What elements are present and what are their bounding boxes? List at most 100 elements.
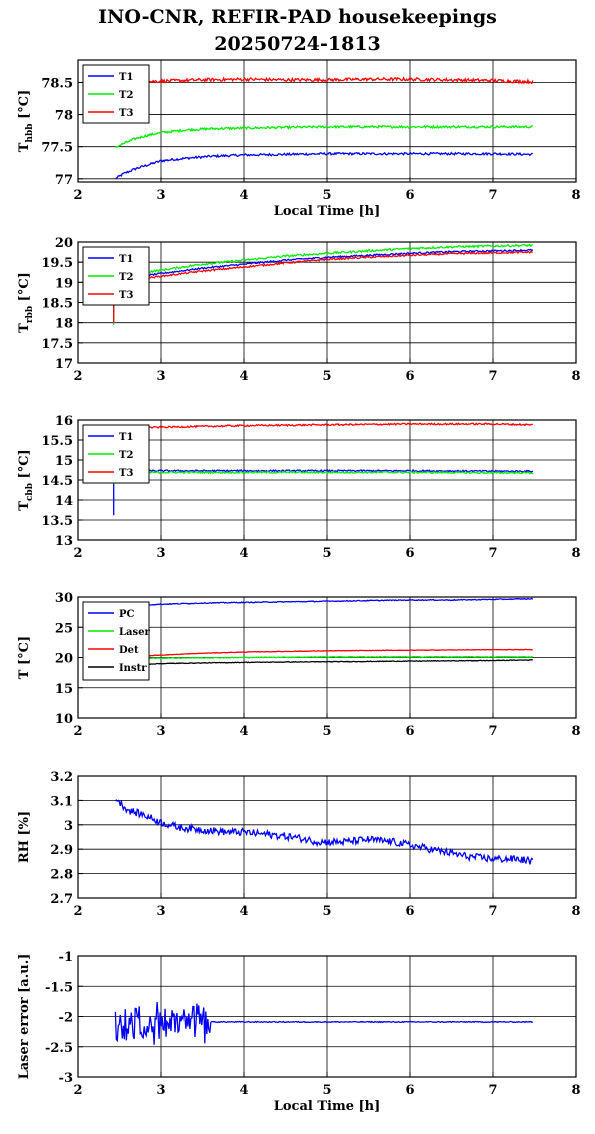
panel-5: 2 3 4 5 6 7 8 2.7 2.8 2.9 3 3.1 3.2 RH [%] bbox=[17, 770, 581, 919]
y-tick-label: 30 bbox=[55, 591, 73, 606]
x-tick-label: 8 bbox=[571, 1083, 580, 1098]
y-tick-label: 2.9 bbox=[50, 843, 73, 858]
series-line-t3 bbox=[115, 422, 533, 430]
legend: PC Laser Det Instr bbox=[82, 601, 151, 681]
x-tick-label: 2 bbox=[73, 724, 82, 739]
x-tick-label: 2 bbox=[73, 188, 82, 203]
y-tick-label: 14.5 bbox=[41, 474, 73, 489]
x-tick-label: 2 bbox=[73, 369, 82, 384]
x-tick-label: 4 bbox=[239, 724, 248, 739]
series-line-t3 bbox=[113, 250, 533, 323]
x-tick-label: 4 bbox=[239, 188, 248, 203]
x-tick-label: 5 bbox=[322, 188, 331, 203]
y-tick-label: 13 bbox=[55, 534, 73, 549]
legend-label: PC bbox=[119, 609, 135, 620]
y-axis-label: T [°C] bbox=[17, 636, 32, 679]
legend-label: T1 bbox=[119, 72, 133, 83]
y-tick-label: 10 bbox=[55, 712, 73, 727]
x-tick-label: 8 bbox=[571, 904, 580, 919]
legend-label: T1 bbox=[119, 432, 133, 443]
y-tick-label: 15 bbox=[55, 454, 73, 469]
y-tick-label: 20 bbox=[55, 652, 73, 667]
x-tick-label: 2 bbox=[73, 546, 82, 561]
legend: T1 T2 T3 bbox=[82, 64, 150, 124]
y-tick-label: 18.5 bbox=[41, 297, 73, 312]
panel-6: 2 3 4 5 6 7 8 -3 -2.5 -2 -1.5 -1 Laser error [a.u.] L… bbox=[17, 950, 581, 1114]
y-tick-label: 18 bbox=[55, 317, 73, 332]
x-tick-label: 2 bbox=[73, 1083, 82, 1098]
legend-label: T3 bbox=[119, 108, 133, 119]
x-tick-label: 3 bbox=[156, 724, 165, 739]
x-tick-label: 6 bbox=[405, 724, 414, 739]
series-line-t3 bbox=[114, 76, 534, 86]
y-axis-label: Laser error [a.u.] bbox=[17, 954, 32, 1080]
x-axis-label: Local Time [h] bbox=[274, 204, 381, 219]
x-tick-label: 7 bbox=[488, 369, 497, 384]
y-tick-label: 14 bbox=[55, 494, 73, 509]
x-tick-label: 6 bbox=[405, 904, 414, 919]
y-tick-label: 19.5 bbox=[41, 256, 73, 271]
legend: T1 T2 T3 bbox=[82, 424, 150, 484]
legend-label: T2 bbox=[119, 272, 133, 283]
y-tick-label: -1.5 bbox=[45, 980, 73, 995]
x-tick-label: 4 bbox=[239, 904, 248, 919]
x-tick-label: 4 bbox=[239, 369, 248, 384]
y-tick-label: 78 bbox=[55, 109, 73, 124]
y-tick-label: -2.5 bbox=[45, 1041, 73, 1056]
y-tick-label: 15.5 bbox=[41, 434, 73, 449]
series-line-t1 bbox=[113, 468, 534, 516]
y-tick-label: 17 bbox=[55, 357, 73, 372]
legend: T1 T2 T3 bbox=[82, 246, 150, 306]
x-tick-label: 8 bbox=[571, 369, 580, 384]
y-tick-label: 77.5 bbox=[41, 141, 73, 156]
series-line-det bbox=[115, 648, 533, 659]
series-line bbox=[114, 799, 534, 865]
series-line-t2 bbox=[113, 470, 533, 484]
y-tick-label: 2.8 bbox=[50, 868, 73, 883]
legend-label: T1 bbox=[119, 254, 133, 265]
x-tick-label: 5 bbox=[322, 904, 331, 919]
legend-label: T3 bbox=[119, 290, 133, 301]
panel-2: 2 3 4 5 6 7 8 17 17.5 18 18.5 19 19.5 20 Trbb [°C] T1 T2… bbox=[17, 236, 581, 384]
x-tick-label: 7 bbox=[488, 1083, 497, 1098]
legend-label: T3 bbox=[119, 468, 133, 479]
x-tick-label: 5 bbox=[322, 369, 331, 384]
x-tick-label: 7 bbox=[488, 188, 497, 203]
series-line-instr bbox=[115, 659, 533, 667]
series-line-pc bbox=[115, 597, 534, 608]
y-tick-label: 17.5 bbox=[41, 337, 73, 352]
y-tick-label: -2 bbox=[59, 1011, 73, 1026]
x-tick-label: 7 bbox=[488, 724, 497, 739]
series-line-laser bbox=[115, 655, 533, 661]
y-tick-label: 20 bbox=[55, 236, 73, 251]
x-tick-label: 8 bbox=[571, 188, 580, 203]
panel-4: 2 3 4 5 6 7 8 10 15 20 25 30 T [°C] PC Laser Det Instr bbox=[17, 591, 581, 739]
x-tick-label: 8 bbox=[571, 546, 580, 561]
y-tick-label: 3.1 bbox=[50, 794, 73, 809]
y-tick-label: 77 bbox=[55, 173, 73, 188]
x-tick-label: 5 bbox=[322, 1083, 331, 1098]
x-tick-label: 3 bbox=[156, 546, 165, 561]
x-tick-label: 2 bbox=[73, 904, 82, 919]
chart-title-line2: 20250724-1813 bbox=[214, 33, 381, 55]
chart-title-line1: INO-CNR, REFIR-PAD housekeepings bbox=[98, 6, 497, 28]
y-tick-label: 3 bbox=[64, 819, 73, 834]
series-line-t1 bbox=[115, 151, 533, 180]
x-tick-label: 3 bbox=[156, 1083, 165, 1098]
y-tick-label: 16 bbox=[55, 414, 73, 429]
x-tick-label: 3 bbox=[156, 369, 165, 384]
series-line bbox=[114, 1001, 533, 1045]
x-tick-label: 3 bbox=[156, 188, 165, 203]
x-axis-label: Local Time [h] bbox=[274, 1099, 381, 1114]
y-tick-label: 15 bbox=[55, 682, 73, 697]
x-tick-label: 5 bbox=[322, 724, 331, 739]
legend-label: Det bbox=[119, 645, 139, 656]
x-tick-label: 5 bbox=[322, 546, 331, 561]
y-axis-label: RH [%] bbox=[17, 811, 32, 863]
y-axis-label: Thbb [°C] bbox=[17, 90, 35, 153]
series-line-t2 bbox=[113, 243, 534, 325]
x-tick-label: 8 bbox=[571, 724, 580, 739]
legend-label: Laser bbox=[119, 627, 151, 638]
